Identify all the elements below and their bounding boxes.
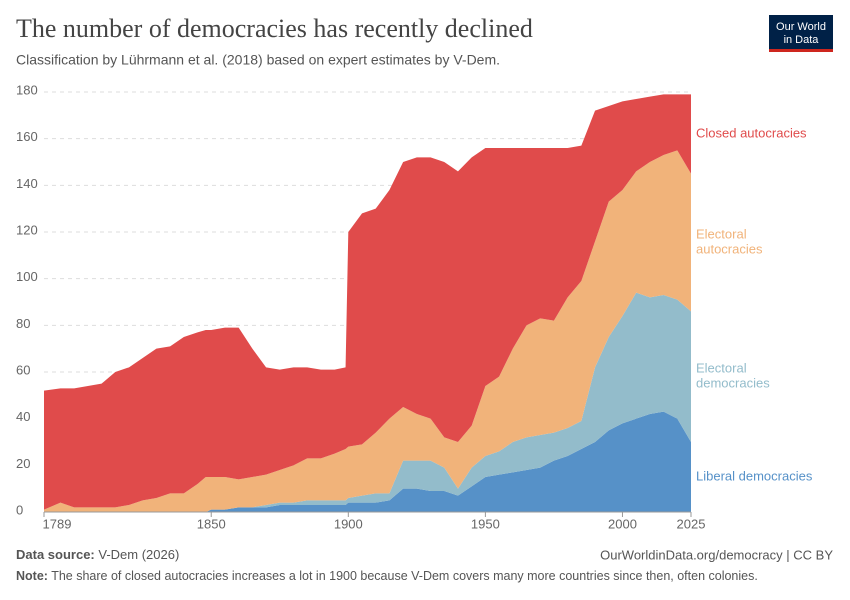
x-tick-label: 1850 [197,516,226,531]
series-label: Closed autocracies [696,125,807,140]
x-tick-label: 2025 [677,516,706,531]
area [44,292,691,512]
area [44,411,691,512]
source: Data source: V-Dem (2026) [16,547,179,562]
y-tick-label: 40 [16,409,30,424]
y-tick-label: 180 [16,82,38,97]
y-tick-label: 140 [16,176,38,191]
chart-title: The number of democracies has recently d… [16,14,533,43]
y-tick-label: 80 [16,316,30,331]
logo-text: Our World [776,21,826,33]
logo: Our World in Data [769,15,833,52]
source-label: Data source: [16,547,95,562]
note: Note: The share of closed autocracies in… [16,569,758,583]
note-text: The share of closed autocracies increase… [51,569,758,583]
series-label: Electoral autocracies [696,227,763,257]
logo-text: in Data [784,34,820,46]
subtitle: Classification by Lührmann et al. (2018)… [16,52,500,68]
y-tick-label: 60 [16,362,30,377]
x-tick-label: 1900 [334,516,363,531]
note-label: Note: [16,569,48,583]
series-label: Electoral democracies [696,361,770,391]
x-tick-label: 1789 [43,516,72,531]
series-label: Liberal democracies [696,468,813,483]
y-tick-label: 20 [16,456,30,471]
url: OurWorldinData.org/democracy | CC BY [600,547,833,562]
area [44,150,691,513]
area [44,94,691,510]
x-tick-label: 1950 [471,516,500,531]
y-tick-label: 160 [16,129,38,144]
source-text: V-Dem (2026) [98,547,179,562]
logo-bar [769,49,833,52]
y-tick-label: 120 [16,222,38,237]
logo-box [769,15,833,51]
y-tick-label: 0 [16,502,23,517]
x-tick-label: 2000 [608,516,637,531]
y-tick-label: 100 [16,269,38,284]
